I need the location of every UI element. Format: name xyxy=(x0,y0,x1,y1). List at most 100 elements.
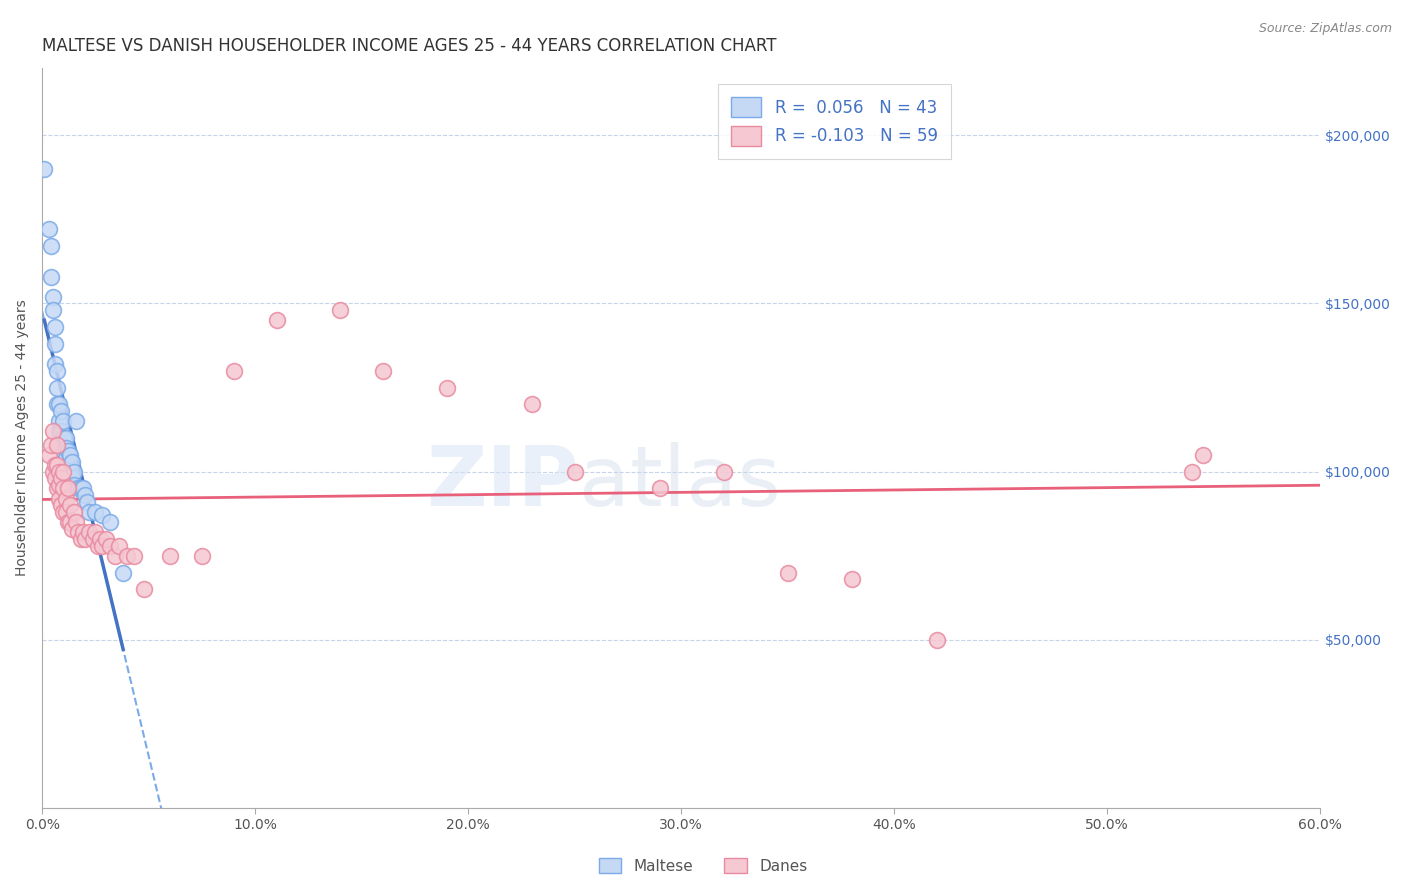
Point xyxy=(39,239,62,253)
Point xyxy=(46,458,69,472)
Point xyxy=(46,482,69,496)
Point xyxy=(73,488,96,502)
Point xyxy=(266,313,288,327)
Point xyxy=(59,515,82,529)
Point xyxy=(56,482,79,496)
Point xyxy=(76,495,98,509)
Text: ZIP: ZIP xyxy=(426,442,579,523)
Point xyxy=(60,454,83,468)
Point xyxy=(63,505,86,519)
Point xyxy=(1181,465,1204,479)
Point xyxy=(191,549,214,563)
Point xyxy=(44,458,66,472)
Point xyxy=(56,444,79,458)
Text: Source: ZipAtlas.com: Source: ZipAtlas.com xyxy=(1258,22,1392,36)
Legend: Maltese, Danes: Maltese, Danes xyxy=(592,852,814,880)
Point xyxy=(55,505,77,519)
Point xyxy=(117,549,139,563)
Point xyxy=(67,482,90,496)
Point xyxy=(39,269,62,284)
Point xyxy=(90,508,112,523)
Point xyxy=(925,632,948,647)
Point xyxy=(46,364,69,378)
Point xyxy=(44,471,66,485)
Point xyxy=(59,498,82,512)
Point xyxy=(56,458,79,472)
Point xyxy=(52,465,75,479)
Point xyxy=(69,482,91,496)
Point xyxy=(104,549,127,563)
Point xyxy=(84,525,107,540)
Point xyxy=(55,451,77,466)
Text: atlas: atlas xyxy=(579,442,780,523)
Point xyxy=(52,431,75,445)
Point xyxy=(520,397,543,411)
Point xyxy=(72,525,94,540)
Point xyxy=(84,505,107,519)
Text: MALTESE VS DANISH HOUSEHOLDER INCOME AGES 25 - 44 YEARS CORRELATION CHART: MALTESE VS DANISH HOUSEHOLDER INCOME AGE… xyxy=(42,37,776,55)
Point xyxy=(48,414,70,428)
Point xyxy=(82,532,104,546)
Point xyxy=(44,357,66,371)
Point xyxy=(42,290,65,304)
Point xyxy=(48,491,70,506)
Point xyxy=(159,549,181,563)
Point xyxy=(77,525,100,540)
Point xyxy=(52,505,75,519)
Point xyxy=(112,566,135,580)
Point xyxy=(72,482,94,496)
Point xyxy=(60,522,83,536)
Point xyxy=(52,444,75,458)
Point xyxy=(56,515,79,529)
Point xyxy=(59,448,82,462)
Point xyxy=(39,438,62,452)
Point xyxy=(59,465,82,479)
Point xyxy=(65,515,87,529)
Point xyxy=(51,438,73,452)
Point xyxy=(94,532,117,546)
Point xyxy=(108,539,131,553)
Point xyxy=(98,515,121,529)
Point xyxy=(60,471,83,485)
Point xyxy=(841,572,863,586)
Point xyxy=(52,414,75,428)
Point xyxy=(51,424,73,438)
Point xyxy=(55,491,77,506)
Point xyxy=(1192,448,1215,462)
Point xyxy=(69,532,91,546)
Point xyxy=(371,364,394,378)
Point xyxy=(134,582,156,597)
Point xyxy=(776,566,799,580)
Point xyxy=(51,498,73,512)
Point xyxy=(222,364,245,378)
Point xyxy=(38,222,60,236)
Point xyxy=(77,505,100,519)
Point xyxy=(73,532,96,546)
Legend: R =  0.056   N = 43, R = -0.103   N = 59: R = 0.056 N = 43, R = -0.103 N = 59 xyxy=(718,84,950,160)
Point xyxy=(65,414,87,428)
Point xyxy=(48,465,70,479)
Point xyxy=(52,482,75,496)
Point xyxy=(44,336,66,351)
Point xyxy=(89,532,111,546)
Point xyxy=(51,471,73,485)
Point xyxy=(46,397,69,411)
Point xyxy=(122,549,145,563)
Point xyxy=(564,465,586,479)
Point xyxy=(648,482,671,496)
Point xyxy=(67,525,90,540)
Point xyxy=(713,465,735,479)
Point xyxy=(329,303,352,318)
Point xyxy=(42,424,65,438)
Point xyxy=(48,478,70,492)
Point xyxy=(63,478,86,492)
Point xyxy=(44,320,66,334)
Point xyxy=(63,465,86,479)
Point xyxy=(42,465,65,479)
Point xyxy=(46,380,69,394)
Point xyxy=(436,380,458,394)
Point xyxy=(55,431,77,445)
Point xyxy=(34,161,56,176)
Point xyxy=(48,397,70,411)
Point xyxy=(51,404,73,418)
